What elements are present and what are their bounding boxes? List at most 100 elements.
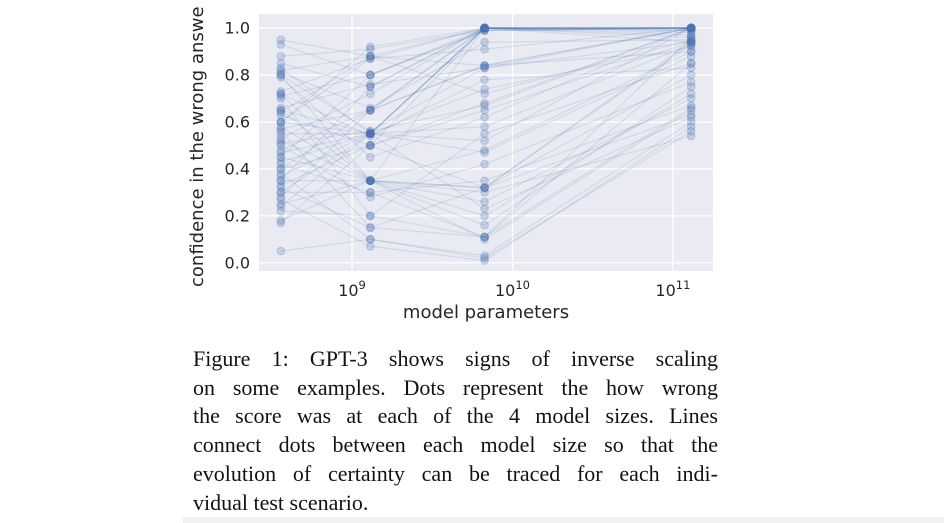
scenario-dot [686,23,696,33]
scenario-dot [480,145,489,155]
scenario-dot [365,211,375,221]
scenario-dot [480,183,489,193]
x-tick-label-1e9: 109 [338,278,366,300]
scenario-line [280,55,692,154]
scenario-dot [365,129,375,139]
scenario-dot [365,80,375,89]
scenario-line [280,86,692,226]
scenario-dot [365,70,375,80]
scenario-dot [480,23,489,33]
scenario-dot [480,23,489,33]
scenario-dot [686,23,696,33]
scenario-dot [480,159,489,169]
scenario-dot [276,164,286,174]
scenario-dot [686,58,696,68]
scenario-dot [365,82,375,92]
scenario-dot [276,246,286,256]
scenario-dot [276,202,286,211]
scenario-dot [686,23,696,33]
scenario-dot [276,183,286,193]
scenario-dot [686,23,696,33]
scenario-dot [686,26,696,35]
scenario-dot [365,105,375,115]
scenario-dot [480,61,489,71]
scenario-dot [365,105,375,115]
scenario-line [280,62,692,238]
scenario-dot [480,63,489,73]
scenario-dot [365,129,375,139]
scenario-dot [686,47,696,56]
scenario-line [280,41,692,133]
scenario-dot [480,26,489,35]
y-tick-label-1-0: 1.0 [225,19,250,38]
scenario-dot [276,152,286,162]
scenario-dot [686,40,696,49]
scenario-line [280,109,692,241]
scenario-dot [686,23,696,33]
scenario-line [280,74,692,189]
scenario-line [280,37,692,238]
scenario-line [280,107,692,238]
scenario-dot [686,23,696,33]
scenario-dot [365,126,375,136]
scenario-dot [686,23,696,33]
scenario-line [280,27,692,198]
caption-line: evolution of certainty can be traced for… [193,460,718,486]
scenario-dot [276,68,286,78]
scenario-line [280,114,692,189]
scenario-line [280,27,692,135]
y-tick-label-0-8: 0.8 [225,66,250,85]
scenario-dot [686,30,696,40]
scenario-dot [365,223,375,232]
scenario-dot [480,23,489,33]
scenario-dot [480,23,489,33]
scenario-dot [480,197,489,207]
scenario-dot [686,131,696,141]
scenario-dot [480,23,489,33]
scenario-line [280,27,692,144]
scenario-dot [276,169,286,178]
scenario-dot [276,145,286,155]
scenario-dot [365,176,375,186]
scenario-dot [686,126,696,136]
x-tick-label-1e10: 1010 [495,278,530,300]
scenario-dot [686,26,696,35]
scenario-dot [365,82,375,92]
scenario-line [280,62,692,217]
scenario-dot [686,37,696,47]
scenario-dot [365,176,375,186]
scenario-dot [480,23,489,33]
scenario-line [280,27,692,97]
bottom-page-strip [183,517,944,523]
scenario-dot [276,108,286,117]
scenario-dot [276,133,286,143]
scenario-dot [686,47,696,56]
scenario-dot [686,110,696,120]
scenario-line [280,27,692,130]
scenario-dot [480,23,489,33]
scenario-line [280,27,692,193]
scenario-dot [480,23,489,33]
scenario-dot [480,204,489,214]
scenario-dot [686,103,696,113]
scenario-line [280,27,692,71]
scenario-dot [276,117,286,127]
scenario-dot [365,241,375,251]
scenario-dot [276,65,286,75]
scenario-dot [686,23,696,33]
scenario-dot [276,122,286,132]
scenario-dot [365,131,375,141]
scenario-dot [686,23,696,33]
scenario-dot [365,129,375,139]
scenario-dot [686,37,696,47]
scenario-dot [686,23,696,33]
scenario-dot [365,129,375,139]
scenario-dot [276,206,286,216]
y-axis-ticks: 0.0 0.2 0.4 0.6 0.8 1.0 [225,19,250,273]
scenario-dot [480,176,489,186]
scenario-dot [276,164,286,174]
scenario-dot [686,70,696,80]
scenario-line [280,41,692,229]
scenario-dot [686,23,696,33]
